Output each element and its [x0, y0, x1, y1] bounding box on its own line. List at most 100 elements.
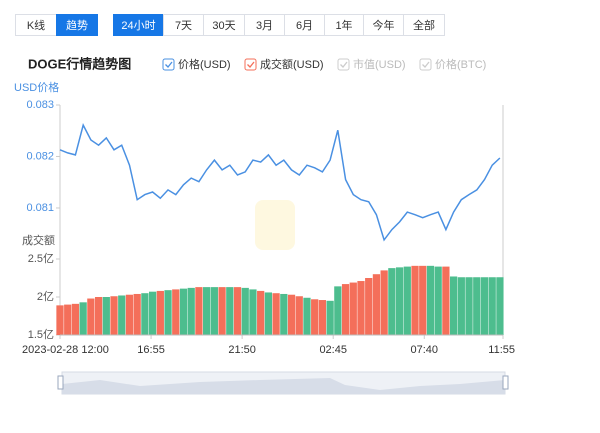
- range-tab[interactable]: 3月: [244, 14, 285, 36]
- volume-bar: [56, 305, 64, 335]
- volume-bar: [241, 287, 249, 335]
- view-tab[interactable]: 趋势: [56, 14, 98, 36]
- volume-bar: [133, 293, 141, 335]
- volume-bar: [372, 274, 381, 335]
- volume-bar: [388, 268, 396, 335]
- legend-label: 市值(USD): [353, 57, 406, 71]
- volume-bar: [395, 267, 404, 335]
- y2-tick-label: 2.5亿: [28, 252, 54, 265]
- volume-bar: [79, 302, 87, 335]
- volume-bar: [303, 297, 311, 335]
- legend-checkbox: [419, 58, 432, 71]
- volume-bar: [287, 294, 296, 335]
- legend-check: [165, 61, 173, 68]
- volume-bar: [318, 300, 327, 335]
- x-tick-label: 16:55: [137, 344, 165, 356]
- volume-bar: [473, 277, 481, 335]
- zoom-handle-left[interactable]: [57, 375, 64, 390]
- volume-bar: [403, 266, 411, 335]
- volume-bar: [419, 265, 427, 335]
- x-tick-label: 11:55: [488, 344, 515, 356]
- volume-bar: [349, 282, 357, 335]
- price-line: [59, 123, 501, 242]
- range-tab[interactable]: 全部: [403, 14, 445, 36]
- legend-item[interactable]: 价格(BTC): [419, 57, 486, 71]
- y2-tick-label: 2亿: [37, 290, 54, 303]
- zoom-handle-right[interactable]: [502, 375, 509, 390]
- legend-item[interactable]: 市值(USD): [337, 57, 406, 71]
- volume-bar: [195, 287, 203, 335]
- volume-bar: [496, 277, 504, 335]
- volume-bar: [434, 266, 442, 335]
- watermark: [255, 200, 295, 250]
- volume-bar: [203, 287, 211, 335]
- legend-label: 价格(USD): [178, 57, 231, 71]
- volume-bar: [357, 281, 365, 335]
- x-tick-label: 07:40: [411, 344, 439, 356]
- y-tick-label: 0.082: [26, 150, 54, 162]
- volume-bar: [272, 293, 280, 335]
- volume-bar: [426, 265, 435, 335]
- volume-bar: [326, 300, 334, 335]
- legend-item[interactable]: 价格(USD): [162, 57, 231, 71]
- volume-bar: [164, 290, 172, 335]
- legend-checkbox: [337, 58, 350, 71]
- volume-bar: [280, 293, 288, 335]
- volume-bar: [141, 293, 149, 335]
- volume-bar: [118, 295, 126, 335]
- y2-axis-title: 成交额: [22, 233, 55, 247]
- volume-bar: [233, 287, 242, 335]
- volume-bar: [295, 296, 303, 335]
- x-tick-label: 21:50: [228, 344, 256, 356]
- y2-tick-label: 1.5亿: [28, 328, 54, 341]
- legend-label: 成交额(USD): [260, 57, 324, 71]
- volume-bar: [156, 290, 164, 335]
- legend-checkbox: [162, 58, 175, 71]
- y-tick-label: 0.083: [26, 99, 54, 111]
- legend-check: [340, 61, 348, 68]
- volume-bar: [226, 287, 234, 335]
- volume-bar: [64, 304, 72, 335]
- legend-item[interactable]: 成交额(USD): [244, 57, 324, 71]
- volume-bar: [172, 289, 180, 335]
- volume-bar: [257, 290, 265, 335]
- data-zoom-preview: [62, 378, 505, 394]
- volume-bar: [465, 277, 473, 335]
- volume-bar: [94, 297, 103, 335]
- range-tab[interactable]: 今年: [363, 14, 404, 36]
- legend-checkbox: [244, 58, 257, 71]
- volume-bar: [179, 288, 188, 335]
- volume-bar: [187, 287, 195, 335]
- volume-bar: [218, 287, 226, 335]
- volume-bar: [264, 292, 273, 335]
- range-tab[interactable]: 30天: [203, 14, 245, 36]
- chart-title: DOGE行情趋势图: [28, 56, 131, 71]
- volume-bar: [442, 266, 450, 335]
- volume-bar: [334, 286, 342, 335]
- legend-check: [422, 61, 430, 68]
- x-tick-label: 2023-02-28 12:00: [22, 344, 109, 356]
- volume-bar: [110, 296, 118, 335]
- volume-bar: [457, 277, 465, 335]
- range-tab[interactable]: 24小时: [113, 14, 164, 36]
- volume-bar: [125, 294, 134, 335]
- volume-bar: [210, 287, 218, 335]
- x-tick-label: 02:45: [319, 344, 347, 356]
- volume-bar: [341, 284, 350, 335]
- volume-bar: [365, 278, 373, 335]
- volume-bar: [87, 298, 95, 335]
- y-axis-title: USD价格: [14, 80, 59, 94]
- legend-label: 价格(BTC): [435, 57, 486, 71]
- volume-bar: [311, 299, 319, 335]
- volume-bar: [449, 276, 458, 335]
- volume-bar: [411, 265, 419, 335]
- volume-bar: [102, 297, 110, 335]
- volume-bar: [380, 270, 388, 335]
- volume-bar: [488, 277, 496, 335]
- volume-bar: [148, 291, 157, 335]
- volume-bar: [71, 303, 80, 335]
- y-tick-label: 0.081: [26, 202, 54, 214]
- volume-bar: [249, 289, 257, 335]
